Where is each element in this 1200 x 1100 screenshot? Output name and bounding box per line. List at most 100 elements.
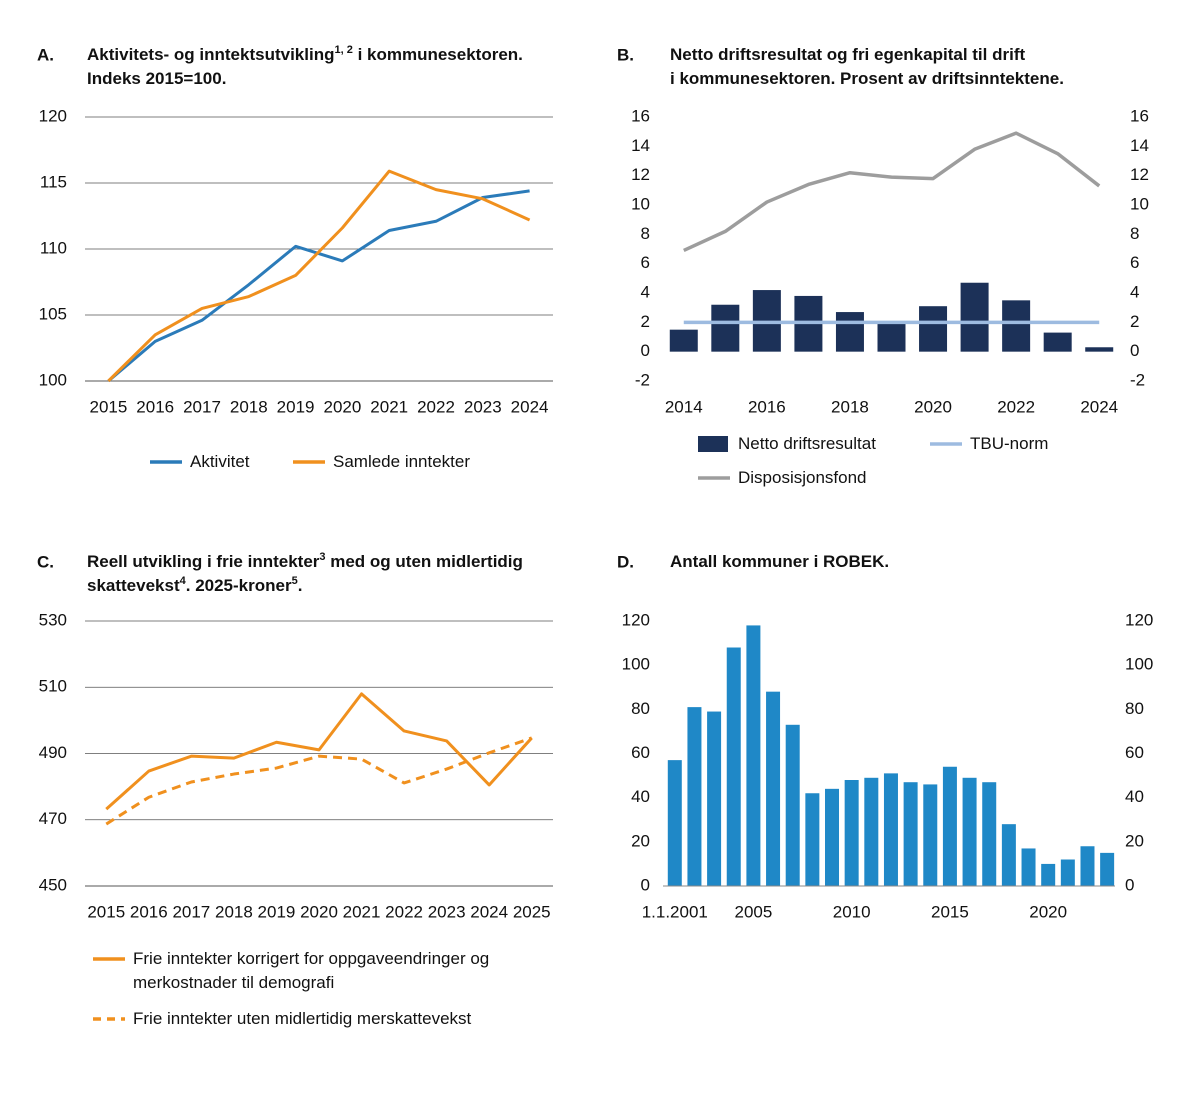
legend-label: TBU-norm [970, 434, 1049, 453]
y2-tick-label: 2 [1130, 312, 1139, 331]
x-tick-label: 2017 [183, 397, 221, 416]
x-tick-label: 2016 [136, 397, 174, 416]
bar [1085, 347, 1114, 352]
chart-title: Indeks 2015=100. [87, 69, 226, 88]
x-tick-label: 2005 [734, 902, 772, 921]
x-tick-label: 2019 [258, 902, 296, 921]
bar [864, 777, 879, 886]
bar [726, 647, 741, 886]
legend-label: Frie inntekter korrigert for oppgaveendr… [133, 949, 490, 992]
bar [746, 625, 761, 886]
legend-label: Netto driftsresultat [738, 434, 876, 453]
line [105, 736, 533, 826]
chart: D. Antall kommuner i ROBEK. 0 20 40 60 80 100 12… [617, 552, 1153, 921]
legend-item: Disposisjonsfond [738, 468, 867, 487]
y-tick-label: 490 [39, 743, 67, 762]
bar [877, 322, 906, 352]
x-tick-label: 2021 [343, 902, 381, 921]
bar [960, 282, 989, 352]
x-tick-label: 2016 [130, 902, 168, 921]
y-tick-label: 16 [631, 106, 650, 125]
bar [785, 724, 800, 886]
y-tick-label: 100 [622, 655, 650, 674]
title-text: skattevekst [87, 576, 180, 595]
x-tick-label: 2023 [428, 902, 466, 921]
bar [711, 304, 740, 352]
chart-label: B. [617, 45, 634, 64]
x-tick-label: 2020 [1029, 902, 1067, 921]
bar [805, 793, 820, 886]
legend-label: Disposisjonsfond [738, 468, 867, 487]
y-tick-label: 2 [641, 312, 650, 331]
legend-item: Frie inntekter uten midlertidig merskatt… [133, 1009, 471, 1028]
x-tick-label: 2021 [370, 397, 408, 416]
y-tick-label: 120 [622, 610, 650, 629]
bar [835, 312, 864, 352]
y-tick-label: 115 [40, 172, 67, 191]
x-tick-label: 2010 [833, 902, 871, 921]
title-text: Indeks 2015=100. [87, 69, 226, 88]
legend-label: Samlede inntekter [333, 452, 471, 471]
bar [1080, 846, 1095, 886]
chart-title: Reell utvikling i frie inntekter3 med og… [87, 551, 523, 572]
y-tick-label: 0 [641, 875, 650, 894]
y2-tick-label: 12 [1130, 165, 1149, 184]
chart-label: D. [617, 552, 634, 571]
x-tick-label: 2015 [87, 902, 125, 921]
y2-tick-label: 120 [1125, 610, 1153, 629]
title-text: med og uten midlertidig [326, 552, 523, 571]
y2-tick-label: 80 [1125, 699, 1144, 718]
chart-title: Aktivitets- og inntektsutvikling1, 2 i k… [87, 44, 523, 65]
y-tick-label: 8 [641, 224, 650, 243]
y-tick-label: 6 [641, 253, 650, 272]
bar [883, 773, 898, 886]
bar [962, 777, 977, 886]
title-superscript: 1, 2 [334, 44, 352, 56]
bar [1021, 848, 1036, 886]
x-tick-label: 2023 [464, 397, 502, 416]
legend-item: Aktivitet [190, 452, 250, 471]
x-tick-label: 2022 [385, 902, 423, 921]
y-tick-label: 80 [631, 699, 650, 718]
y-tick-label: 110 [40, 238, 67, 257]
bar [1001, 824, 1016, 886]
y-tick-label: 10 [631, 194, 650, 213]
x-tick-label: 2018 [831, 397, 869, 416]
bar [919, 306, 948, 352]
x-tick-label: 2018 [215, 902, 253, 921]
chart-title: i kommunesektoren. Prosent av driftsinnt… [670, 69, 1064, 88]
chart-title: skattevekst4. 2025-kroner5. [87, 575, 302, 596]
bar [1041, 863, 1056, 886]
title-superscript: 4 [180, 575, 187, 587]
bar [669, 329, 698, 352]
y-tick-label: 450 [39, 875, 67, 894]
y-tick-label: 120 [39, 106, 67, 125]
y2-tick-label: 100 [1125, 655, 1153, 674]
legend-item: Samlede inntekter [333, 452, 471, 471]
chart: A. Aktivitets- og inntektsutvikling1, 2 i… [37, 44, 553, 471]
title-text: Netto driftsresultat og fri egenkapital … [670, 45, 1025, 64]
line [683, 131, 1101, 253]
title-text: . [298, 576, 303, 595]
y-tick-label: 20 [631, 831, 650, 850]
chart-title: Antall kommuner i ROBEK. [670, 552, 889, 571]
bar [687, 707, 702, 886]
y-tick-label: 510 [39, 677, 67, 696]
y-tick-label: -2 [635, 370, 650, 389]
bar [844, 780, 859, 886]
title-text: i kommunesektoren. Prosent av driftsinnt… [670, 69, 1064, 88]
y2-tick-label: 20 [1125, 831, 1144, 850]
title-superscript: 5 [292, 575, 298, 587]
title-text: Antall kommuner i ROBEK. [670, 552, 889, 571]
x-tick-label: 2025 [513, 902, 551, 921]
x-tick-label: 2022 [997, 397, 1035, 416]
chart: B. Netto driftsresultat og fri egenkapita… [617, 45, 1149, 487]
x-tick-label: 2024 [1080, 397, 1118, 416]
title-text: Aktivitets- og inntektsutvikling [87, 45, 334, 64]
bar [1002, 300, 1031, 352]
x-tick-label: 2016 [748, 397, 786, 416]
y-tick-label: 0 [641, 341, 650, 360]
y2-tick-label: 6 [1130, 253, 1139, 272]
line [107, 169, 531, 383]
bar [825, 788, 840, 886]
